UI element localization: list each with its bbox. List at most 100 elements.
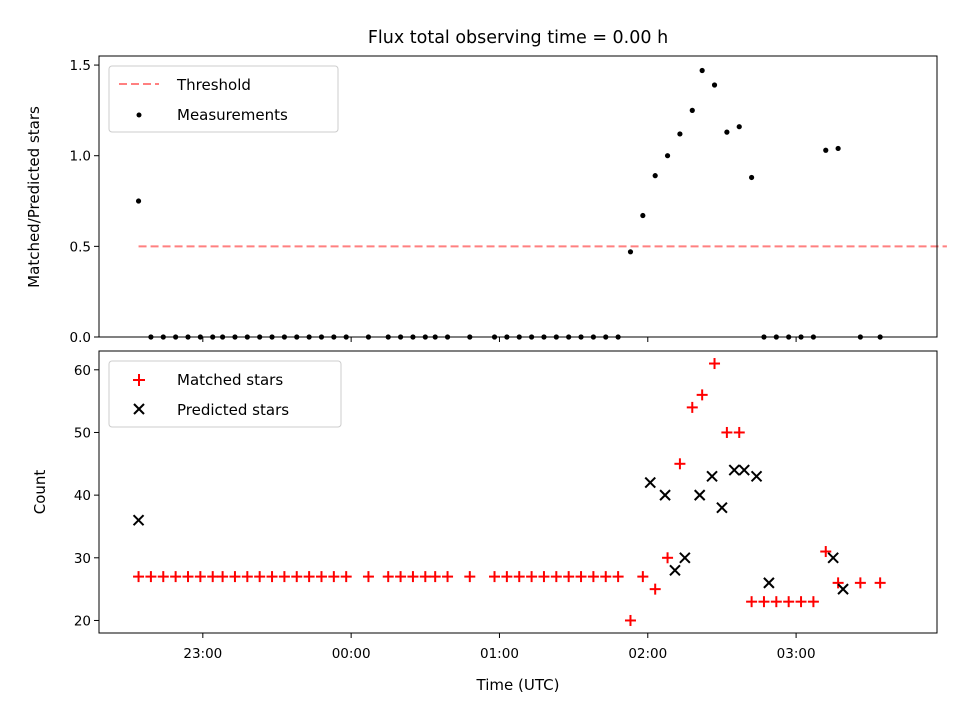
matched-point — [429, 571, 441, 583]
measurement-point — [664, 153, 671, 159]
measurement-point — [640, 212, 646, 219]
legend-measurements-label: Measurements — [177, 106, 288, 124]
matched-point — [854, 577, 866, 589]
matched-point — [291, 571, 303, 583]
top-y-axis-label: Matched/Predicted stars — [25, 106, 43, 288]
predicted-point — [728, 464, 741, 476]
x-tick-label: 03:00 — [777, 646, 816, 662]
predicted-point — [738, 464, 750, 476]
x-tick-label: 01:00 — [480, 646, 519, 662]
matched-point — [662, 552, 674, 564]
measurement-point — [677, 131, 683, 137]
matched-point — [278, 571, 290, 583]
predicted-point — [716, 501, 728, 514]
bottom-y-axis-label: Count — [31, 470, 49, 515]
matched-point — [746, 596, 758, 608]
predicted-point — [659, 489, 671, 501]
bottom-plot-frame — [98, 350, 938, 634]
predicted-point — [837, 583, 849, 595]
matched-point — [770, 596, 782, 608]
matched-point — [709, 358, 721, 370]
matched-point — [382, 571, 394, 583]
matched-point — [501, 571, 513, 583]
predicted-point-b — [750, 470, 763, 483]
x-tick-label: 02:00 — [628, 646, 667, 662]
matched-point — [303, 571, 315, 583]
matched-point — [362, 571, 374, 583]
top-y-ticks: 0.0 0.5 1.0 1.5 — [70, 58, 99, 346]
matched-point — [832, 577, 844, 589]
matched-point — [721, 426, 733, 438]
measurement-point — [652, 173, 658, 179]
measurement-point — [135, 198, 142, 204]
x-tick-label: 23:00 — [183, 646, 222, 662]
matched-point — [133, 571, 145, 583]
predicted-point-b — [132, 514, 145, 526]
matched-point — [795, 596, 807, 608]
matched-point — [600, 571, 612, 583]
measurement-point — [736, 124, 742, 130]
measurement-point — [699, 67, 705, 74]
matched-point — [419, 571, 431, 583]
matched-point — [733, 426, 745, 438]
measurement-point — [724, 129, 730, 135]
measurement-point — [689, 107, 695, 113]
measurement-point — [627, 249, 634, 255]
predicted-point-b — [738, 464, 750, 476]
y-tick-label: 20 — [74, 613, 91, 629]
measurement-point — [823, 147, 829, 153]
predicted-point — [750, 470, 763, 483]
predicted-point-b — [679, 552, 691, 564]
predicted-point-b — [837, 583, 849, 595]
legend-predicted-swatch — [133, 403, 145, 415]
predicted-point-b — [644, 476, 656, 489]
predicted-point-b — [728, 464, 741, 476]
matched-point — [464, 571, 476, 583]
matched-point — [820, 546, 832, 558]
matched-point — [157, 571, 169, 583]
y-tick-label: 30 — [74, 551, 91, 567]
legend-measurements-swatch — [136, 112, 142, 118]
bottom-legend: Matched stars Predicted stars — [108, 360, 342, 428]
matched-point — [674, 458, 686, 470]
measurement-point — [835, 145, 841, 152]
matched-point — [442, 571, 454, 583]
bottom-y-ticks: 20 30 40 50 60 — [74, 363, 99, 629]
matched-point — [649, 583, 661, 595]
bottom-marks — [132, 358, 886, 626]
matched-point — [563, 571, 575, 583]
top-plot-frame — [98, 55, 938, 338]
matched-point — [686, 401, 698, 413]
top-panel: 0.0 0.5 1.0 1.5 Matched/Predicted stars Thr… — [25, 55, 947, 346]
matched-point — [207, 571, 219, 583]
matched-point — [783, 596, 795, 608]
matched-point — [194, 571, 206, 583]
matched-point — [807, 596, 819, 608]
predicted-point-b — [763, 577, 775, 589]
predicted-point — [763, 577, 775, 589]
matched-point — [241, 571, 253, 583]
legend-matched-swatch — [133, 374, 145, 386]
matched-point — [696, 389, 708, 401]
matched-point — [526, 571, 538, 583]
matched-point — [874, 577, 886, 589]
matched-point — [229, 571, 241, 583]
matched-point — [513, 571, 525, 583]
matched-point — [575, 571, 587, 583]
measurement-point — [749, 174, 755, 181]
matched-point — [340, 571, 352, 583]
matched-point — [587, 571, 599, 583]
predicted-point-b — [669, 564, 681, 577]
matched-point — [328, 571, 340, 583]
predicted-point — [827, 552, 839, 564]
matched-point — [407, 571, 419, 583]
legend-threshold-label: Threshold — [176, 76, 251, 94]
legend-predicted-label: Predicted stars — [177, 401, 289, 419]
bottom-x-axis-label: Time (UTC) — [476, 676, 560, 694]
predicted-point — [669, 564, 681, 577]
matched-point — [624, 614, 636, 626]
top-legend-box — [108, 65, 339, 133]
predicted-point-b — [706, 470, 718, 483]
matched-point — [315, 571, 327, 583]
